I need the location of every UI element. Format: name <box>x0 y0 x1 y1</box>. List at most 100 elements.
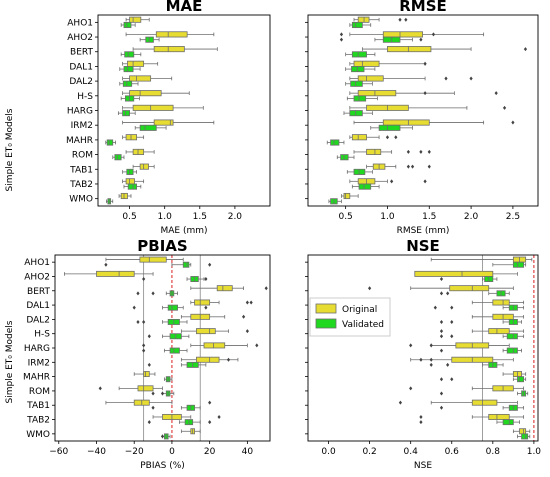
box-original <box>351 134 367 141</box>
box-validated <box>351 51 367 58</box>
legend-swatch-original <box>315 303 337 314</box>
flier-point <box>217 414 221 419</box>
flier-point <box>208 262 212 267</box>
flier-point <box>419 414 423 419</box>
flier-point <box>132 305 136 310</box>
flier-point <box>147 334 151 339</box>
flier-point <box>394 135 398 140</box>
x-tick-label: 0.4 <box>404 447 419 457</box>
flier-point <box>433 305 437 310</box>
box-original <box>139 256 167 263</box>
flier-point <box>439 348 444 353</box>
flier-point <box>142 319 146 324</box>
flier-point <box>255 343 259 348</box>
y-tick-label: DAL1 <box>69 62 93 72</box>
box-original <box>196 328 216 335</box>
box-validated <box>353 168 366 175</box>
flier-point <box>444 76 448 81</box>
flier-point <box>450 319 454 324</box>
flier-point <box>494 91 498 96</box>
box-validated <box>340 154 349 161</box>
panel-title: PBIAS <box>137 237 187 255</box>
box-original <box>519 428 527 435</box>
legend: Original Validated <box>309 297 391 337</box>
flier-point <box>245 300 249 305</box>
legend-label-validated: Validated <box>342 320 384 330</box>
y-tick-label: ROM <box>72 151 93 161</box>
flier-point <box>419 37 423 42</box>
box-original <box>387 46 432 53</box>
box-validated <box>123 21 132 29</box>
y-tick-label: IRM2 <box>71 121 93 131</box>
y-axis-label-top: Simple ET₀ Models <box>5 108 15 191</box>
flier-point <box>409 386 413 391</box>
x-tick-label: 0.5 <box>122 212 136 222</box>
panel-title: RMSE <box>399 0 447 15</box>
plot-frame <box>307 254 539 442</box>
legend-label-original: Original <box>342 305 377 315</box>
flier-point <box>241 314 246 319</box>
plot-frame <box>307 14 539 207</box>
box-original <box>125 178 135 185</box>
flier-point <box>398 400 403 405</box>
flier-point <box>419 420 423 425</box>
box-validated <box>182 261 190 268</box>
flier-point <box>429 357 433 362</box>
y-tick-label: HARG <box>24 344 50 354</box>
flier-point <box>406 149 410 154</box>
y-tick-label: TAB1 <box>26 401 50 411</box>
flier-point <box>439 334 444 339</box>
y-tick-label: DAL1 <box>26 301 50 311</box>
box-validated <box>122 110 130 117</box>
y-tick-label: WMO <box>26 430 50 440</box>
legend-swatch-validated <box>315 318 337 329</box>
flier-point <box>439 391 444 396</box>
flier-point <box>427 164 431 169</box>
box-original <box>366 148 382 155</box>
flier-point <box>151 391 155 396</box>
x-tick-label: 20 <box>204 447 216 457</box>
y-tick-label: TAB1 <box>69 165 93 175</box>
box-original <box>153 119 174 126</box>
box-original <box>96 270 135 277</box>
x-tick-label: 2.0 <box>228 212 243 222</box>
box-original <box>203 342 226 349</box>
flier-point <box>450 305 454 310</box>
y-tick-label: MAHR <box>23 373 50 383</box>
box-original <box>155 31 188 38</box>
pbias-panel: PBIAS AHO1 AHO2 BERT DAL1 DAL2 H-S HARG IRM2 MAHR… <box>23 237 271 471</box>
flier-point <box>226 357 231 362</box>
flier-point <box>406 164 410 169</box>
box-validated <box>517 376 525 383</box>
mae-panel: MAE AHO1 AHO2 BERT DAL1 DAL2 H-S HARG IRM2 MAHR RO… <box>66 0 271 236</box>
box-validated <box>502 419 514 426</box>
flier-point <box>142 277 146 282</box>
flier-point <box>511 120 515 125</box>
y-tick-label: AHO2 <box>67 33 93 43</box>
y-tick-label: ROM <box>29 387 50 397</box>
flier-point <box>264 286 268 291</box>
box-original <box>357 75 384 82</box>
box-validated <box>124 51 135 58</box>
box-original <box>129 75 152 82</box>
flier-point <box>398 17 402 22</box>
flier-point <box>142 343 146 348</box>
flier-point <box>136 319 140 324</box>
flier-point <box>339 32 344 37</box>
flier-point <box>423 91 427 96</box>
x-tick-label: 0.0 <box>321 447 336 457</box>
box-original <box>129 16 142 23</box>
box-original <box>132 104 174 111</box>
flier-point <box>142 348 146 353</box>
flier-point <box>368 286 372 291</box>
flier-point <box>390 179 394 184</box>
box-original <box>488 413 510 420</box>
flier-point <box>410 164 415 169</box>
x-tick-label: −60 <box>49 447 68 457</box>
box-validated <box>349 110 363 117</box>
panel-title: NSE <box>406 237 440 255</box>
box-original <box>129 90 162 97</box>
y-tick-label: AHO1 <box>24 258 50 268</box>
flier-point <box>439 319 444 324</box>
flier-point <box>160 434 165 439</box>
